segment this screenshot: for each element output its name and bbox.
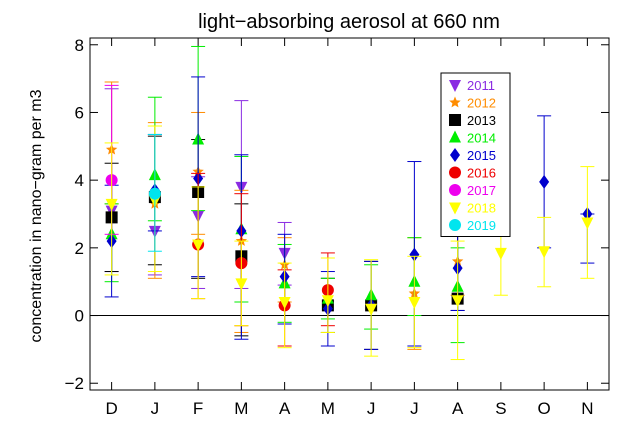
x-tick-label: J — [151, 399, 160, 418]
x-tick-label: A — [279, 399, 291, 418]
x-tick-label: D — [105, 399, 117, 418]
x-tick-label: J — [367, 399, 376, 418]
plot-frame — [89, 37, 610, 391]
legend-label: 2014 — [467, 131, 496, 146]
legend-marker — [449, 219, 461, 231]
series-2015 — [104, 76, 595, 350]
chart-title: light−absorbing aerosol at 660 nm — [198, 11, 500, 33]
legend-label: 2015 — [467, 148, 496, 163]
legend-label: 2013 — [467, 113, 496, 128]
plot-background: −2 0 2 4 6 8 D J F M A M J J A S O N — [65, 36, 609, 418]
series-2019 — [147, 133, 162, 252]
y-tick-label: 2 — [75, 239, 84, 258]
data-point — [581, 217, 594, 230]
legend-marker — [449, 202, 461, 215]
data-point — [494, 247, 507, 260]
series-2018 — [104, 125, 595, 361]
y-tick-label: 6 — [75, 103, 84, 122]
x-tick-label: O — [538, 399, 551, 418]
data-point — [192, 239, 205, 252]
legend-marker — [449, 184, 461, 196]
y-tick-label: −2 — [65, 374, 84, 393]
data-series — [104, 45, 595, 361]
data-point — [321, 295, 334, 308]
data-point — [105, 198, 118, 211]
legend-marker — [450, 148, 460, 162]
legend-label: 2011 — [467, 78, 495, 93]
series-2016 — [191, 172, 335, 347]
y-tick-label: 4 — [75, 171, 84, 190]
x-tick-label: S — [495, 399, 506, 418]
legend: 2011 2012 2013 2014 2015 2016 2017 2018 2019 — [440, 72, 511, 237]
x-tick-label: J — [410, 399, 419, 418]
y-tick-label: 0 — [75, 307, 84, 326]
y-axis-label: concentration in nano−gram per m3 — [28, 89, 45, 342]
x-tick-label: M — [234, 399, 248, 418]
y-tick-label: 8 — [75, 36, 84, 55]
legend-label: 2017 — [467, 183, 496, 198]
legend-marker — [449, 80, 461, 92]
legend-label: 2018 — [467, 201, 496, 216]
data-point — [278, 297, 291, 309]
legend-label: 2019 — [467, 218, 496, 233]
data-point — [148, 187, 161, 200]
data-point — [235, 278, 248, 291]
data-point — [409, 247, 420, 262]
data-point — [365, 303, 378, 316]
data-point — [539, 174, 550, 189]
legend-marker — [449, 130, 461, 143]
data-point — [408, 297, 421, 309]
x-tick-label: A — [452, 399, 464, 418]
legend-label: 2016 — [467, 166, 496, 181]
legend-marker — [449, 114, 461, 126]
data-point — [538, 246, 551, 259]
legend-label: 2012 — [467, 96, 496, 111]
x-tick-label: N — [581, 399, 593, 418]
x-tick-label: F — [193, 399, 203, 418]
x-tick-label: M — [321, 399, 335, 418]
data-point — [451, 295, 464, 308]
legend-marker — [449, 96, 461, 108]
legend-marker — [449, 166, 461, 179]
